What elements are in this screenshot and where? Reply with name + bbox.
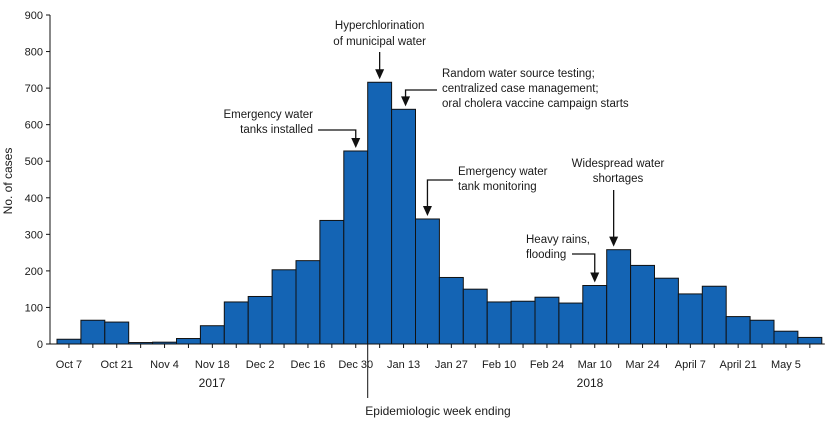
axes-group bbox=[46, 14, 825, 398]
x-tick-label-15: May 5 bbox=[771, 359, 801, 371]
annotations-group: Hyperchlorination of municipal water Rando… bbox=[224, 20, 665, 283]
annotation-random-testing-arrowhead bbox=[401, 96, 411, 107]
y-tick-label-7: 700 bbox=[25, 83, 43, 95]
y-tick-label-1: 100 bbox=[25, 302, 43, 314]
x-tick-label-9: Feb 10 bbox=[482, 359, 516, 371]
x-tick-label-11: Mar 10 bbox=[578, 359, 612, 371]
bar-27 bbox=[701, 285, 727, 345]
bar-0 bbox=[56, 338, 82, 345]
bar-17 bbox=[462, 288, 488, 345]
annotation-tanks-installed-leader bbox=[318, 129, 357, 140]
bar-15 bbox=[415, 218, 440, 345]
bar-10 bbox=[295, 260, 321, 345]
bar-18 bbox=[486, 301, 512, 345]
bar-19 bbox=[510, 300, 536, 345]
x-tick-label-1: Oct 21 bbox=[101, 359, 133, 371]
bar-23 bbox=[606, 249, 632, 345]
x-tick-label-6: Dec 30 bbox=[338, 359, 373, 371]
bar-1 bbox=[80, 319, 106, 345]
bar-8 bbox=[247, 295, 273, 345]
bar-9 bbox=[271, 269, 297, 345]
bar-31 bbox=[797, 336, 823, 345]
bar-5 bbox=[176, 338, 201, 345]
bar-2 bbox=[104, 321, 130, 345]
x-tick-label-10: Feb 24 bbox=[530, 359, 564, 371]
bar-14 bbox=[391, 108, 417, 345]
annotation-tank-monitoring-arrowhead bbox=[422, 205, 432, 216]
year-label-2017: 2017 bbox=[199, 376, 226, 390]
annotation-tank-monitoring: Emergency water tank monitoring bbox=[458, 166, 548, 193]
y-tick-label-9: 900 bbox=[25, 10, 43, 22]
bar-29 bbox=[749, 319, 775, 345]
annotation-heavy-rains-arrowhead bbox=[590, 272, 600, 283]
bar-25 bbox=[654, 277, 679, 345]
x-axis-title: Epidemiologic week ending bbox=[365, 404, 510, 418]
annotation-tanks-installed-arrowhead bbox=[351, 137, 361, 148]
annotation-random-testing: Random water source testing; centralized … bbox=[442, 68, 629, 110]
y-tick-label-3: 300 bbox=[25, 229, 43, 241]
x-tick-label-12: Mar 24 bbox=[625, 359, 659, 371]
x-tick-label-4: Dec 2 bbox=[246, 359, 275, 371]
bar-30 bbox=[773, 330, 799, 345]
bars-group bbox=[56, 81, 823, 345]
x-tick-label-7: Jan 13 bbox=[387, 359, 420, 371]
annotation-heavy-rains: Heavy rains, flooding bbox=[526, 234, 590, 261]
annotation-hyperchlorination-arrowhead bbox=[375, 69, 385, 80]
bar-12 bbox=[343, 150, 369, 345]
bar-6 bbox=[199, 325, 225, 345]
bar-21 bbox=[558, 302, 584, 345]
x-tick-label-5: Dec 16 bbox=[291, 359, 326, 371]
x-tick-label-13: April 7 bbox=[675, 359, 706, 371]
x-tick-label-14: April 21 bbox=[720, 359, 757, 371]
tick-labels-group: 0 100 200 300 400 500 600 700 800 900 Oct 7 Oct 21 N… bbox=[25, 10, 801, 371]
y-tick-label-8: 800 bbox=[25, 47, 43, 59]
x-tick-label-3: Nov 18 bbox=[195, 359, 230, 371]
x-tick-label-0: Oct 7 bbox=[56, 359, 82, 371]
year-label-2018: 2018 bbox=[577, 376, 604, 390]
annotation-water-shortages-arrowhead bbox=[609, 236, 619, 247]
annotation-tanks-installed: Emergency water tanks installed bbox=[224, 109, 314, 136]
bar-7 bbox=[223, 301, 249, 345]
y-tick-label-5: 500 bbox=[25, 156, 43, 168]
annotation-hyperchlorination: Hyperchlorination of municipal water bbox=[333, 20, 426, 48]
annotation-water-shortages: Widespread water shortages bbox=[572, 158, 665, 185]
bar-22 bbox=[582, 285, 608, 345]
bar-16 bbox=[438, 276, 464, 345]
y-axis-title: No. of cases bbox=[1, 148, 15, 215]
annotation-random-testing-leader bbox=[404, 89, 437, 99]
y-tick-label-6: 600 bbox=[25, 120, 43, 132]
bar-11 bbox=[319, 219, 345, 345]
bar-24 bbox=[630, 264, 655, 345]
bar-28 bbox=[725, 316, 751, 345]
y-tick-label-2: 200 bbox=[25, 266, 43, 278]
annotation-tank-monitoring-leader bbox=[426, 179, 453, 208]
bar-26 bbox=[677, 293, 703, 345]
y-tick-label-0: 0 bbox=[37, 339, 43, 351]
bar-13 bbox=[367, 81, 393, 345]
x-tick-label-8: Jan 27 bbox=[435, 359, 468, 371]
annotation-heavy-rains-leader bbox=[572, 253, 596, 275]
bar-20 bbox=[534, 296, 560, 345]
x-tick-label-2: Nov 4 bbox=[150, 359, 179, 371]
y-tick-label-4: 400 bbox=[25, 193, 43, 205]
